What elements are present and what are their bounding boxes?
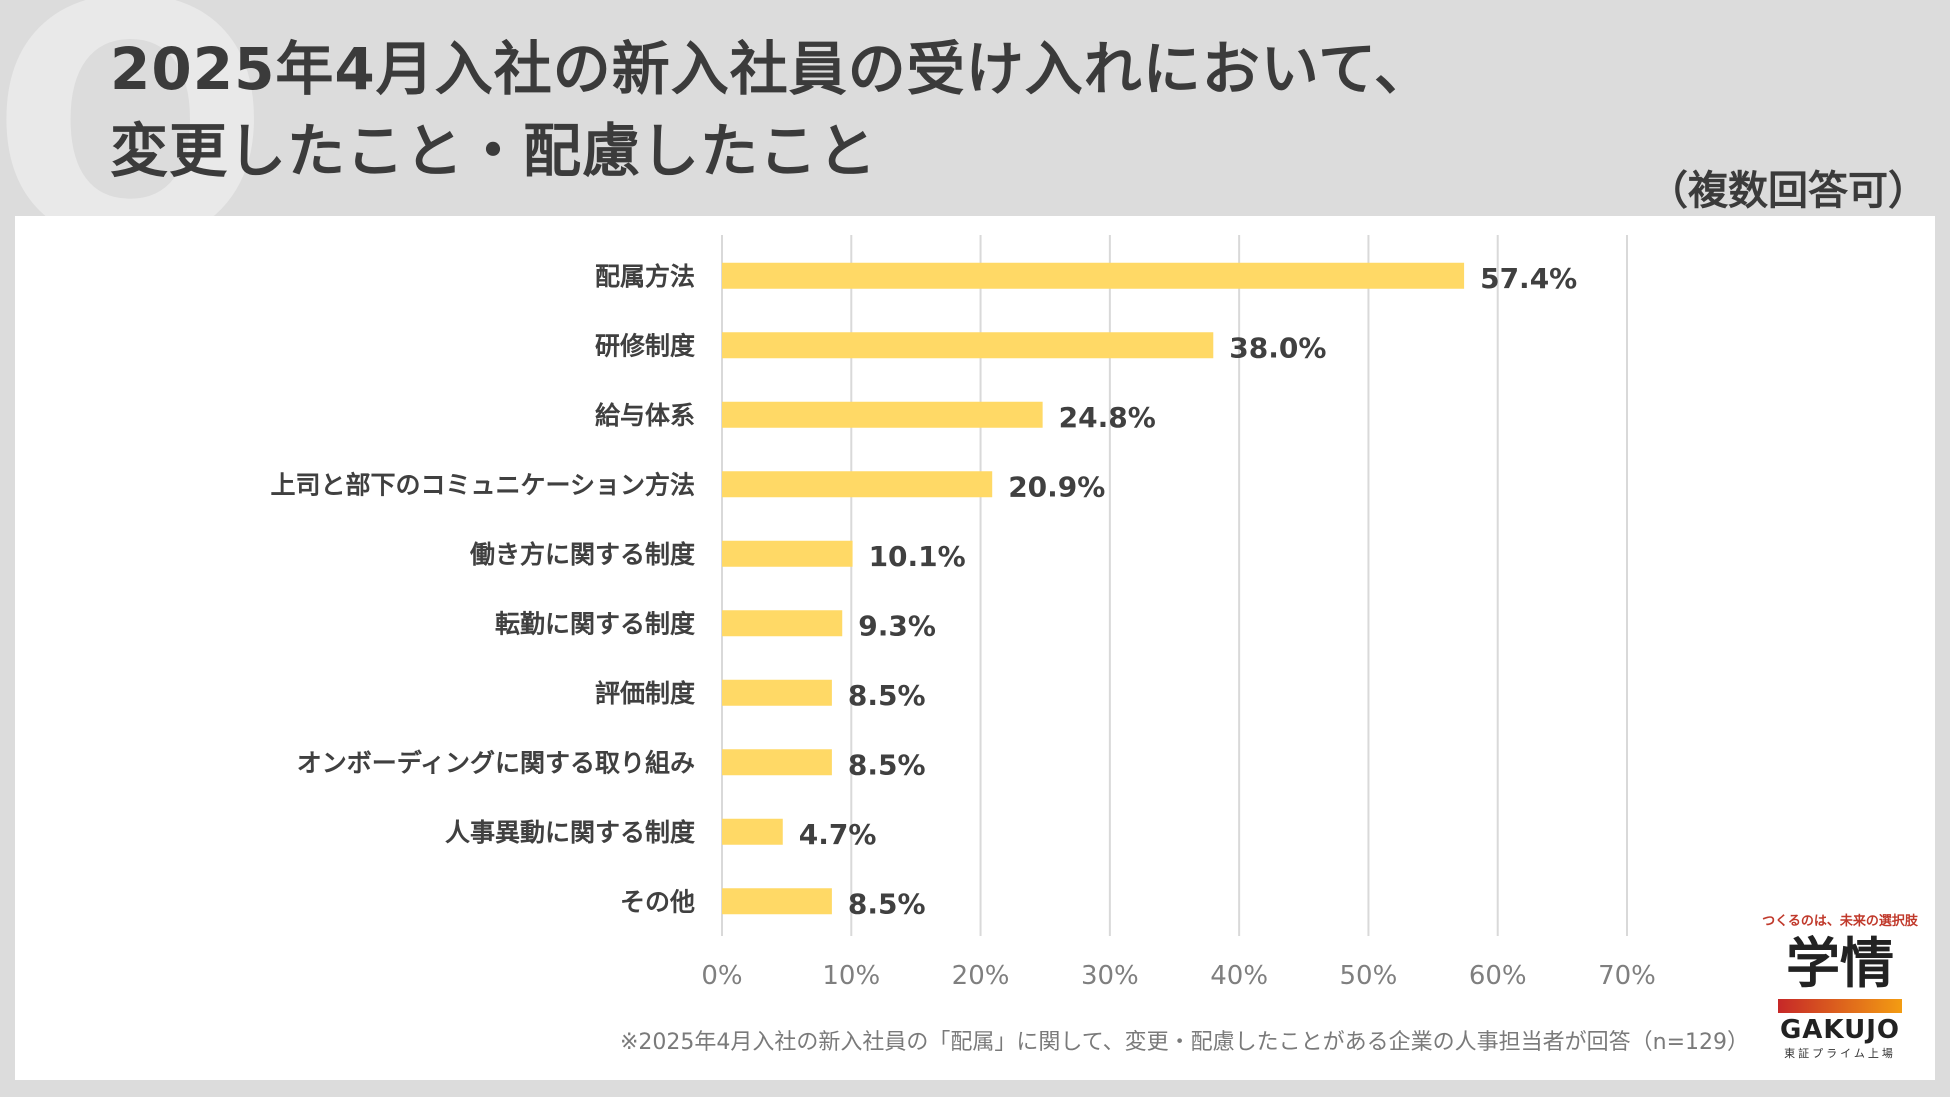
category-label: 給与体系 [595,401,695,430]
logo-name: GAKUJO [1779,1015,1901,1045]
gakujo-logo: つくるのは、未来の選択肢 学情 GAKUJO 東証プライム上場 [1760,910,1920,1061]
x-tick-label: 30% [1081,961,1139,991]
bar-5 [722,540,853,567]
value-label: 57.4% [1480,262,1577,295]
value-label: 10.1% [869,540,966,573]
category-label: 評価制度 [595,679,695,708]
value-label: 8.5% [848,887,926,920]
bar-2 [722,332,1214,359]
logo-mark: 学情 [1786,932,1894,995]
category-label: その他 [620,887,695,916]
value-label: 9.3% [858,609,936,642]
x-tick-label: 0% [701,961,742,991]
category-label: 人事異動に関する制度 [445,818,695,847]
bar-3 [722,401,1043,428]
x-tick-label: 50% [1340,961,1398,991]
category-label: 上司と部下のコミュニケーション方法 [270,470,695,499]
bar-6 [722,610,843,637]
x-tick-label: 70% [1598,961,1656,991]
x-tick-label: 60% [1469,961,1527,991]
value-label: 38.0% [1229,331,1326,364]
bar-7 [722,679,832,706]
logo-listing: 東証プライム上場 [1784,1047,1896,1060]
category-label: オンボーディングに関する取り組み [297,748,695,777]
category-label: 研修制度 [595,331,695,360]
x-tick-label: 20% [952,961,1010,991]
value-label: 8.5% [848,679,926,712]
title-line-1: 2025年4月入社の新入社員の受け入れにおいて、 [110,35,1434,103]
x-tick-label: 10% [822,961,880,991]
subtitle: （複数回答可） [1648,168,1928,214]
logo-band [1778,999,1902,1013]
bar-1 [722,262,1465,289]
logo-tagline: つくるのは、未来の選択肢 [1762,914,1918,929]
bar-9 [722,818,783,845]
chart-panel: 0% 10% 20% 30% 40% 50% 60% 70% 配属方法 57.4% 研修制度 38.0… [15,216,1935,1080]
page-title: 2025年4月入社の新入社員の受け入れにおいて、 変更したこと・配慮したこと [110,28,1433,192]
value-label: 20.9% [1008,470,1105,503]
value-label: 4.7% [799,818,877,851]
value-label: 8.5% [848,748,926,781]
footnote: ※2025年4月入社の新入社員の「配属」に関して、変更・配慮したことがある企業の… [620,1030,1750,1055]
bar-8 [722,749,832,776]
category-label: 転勤に関する制度 [495,609,695,638]
x-tick-label: 40% [1210,961,1268,991]
bar-chart: 0% 10% 20% 30% 40% 50% 60% 70% 配属方法 57.4% 研修制度 38.0… [270,235,1656,991]
title-line-2: 変更したこと・配慮したこと [110,117,878,185]
category-label: 働き方に関する制度 [469,540,695,569]
bar-10 [722,888,832,915]
category-label: 配属方法 [595,262,695,291]
bar-4 [722,471,993,498]
value-label: 24.8% [1059,401,1156,434]
